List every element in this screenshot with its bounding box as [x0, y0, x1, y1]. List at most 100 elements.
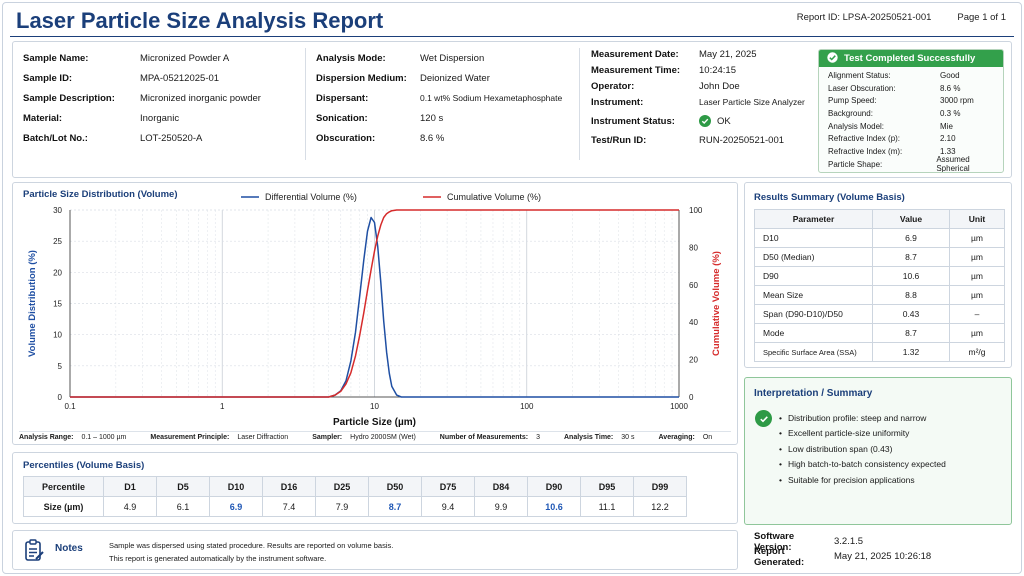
- interpretation-list: Distribution profile: steep and narrow E…: [779, 410, 946, 488]
- percentile-col-head: D95: [580, 476, 634, 497]
- result-unit: µm: [949, 247, 1005, 267]
- y-tick-label: 15: [53, 300, 62, 309]
- analysis-label: Dispersion Medium:: [316, 72, 407, 84]
- percentile-col-head: D84: [474, 476, 528, 497]
- check-circle-icon: [755, 410, 772, 427]
- result-param: Specific Surface Area (SSA): [754, 342, 873, 362]
- run-id-value: RUN-20250521-001: [699, 134, 785, 146]
- analysis-value: 0.1 wt% Sodium Hexametaphosphate: [420, 93, 563, 103]
- instrument-label: Instrument:: [591, 96, 644, 108]
- sample-row: Material: Inorganic: [23, 108, 261, 128]
- y-axis-title: Volume Distribution (%): [27, 250, 38, 357]
- meta-value: Hydro 2000SM (Wet): [350, 434, 416, 441]
- analysis-row: Analysis Mode: Wet Dispersion: [316, 48, 562, 68]
- result-unit: µm: [949, 228, 1005, 248]
- percentile-value: 6.9: [209, 496, 263, 517]
- interpretation-title: Interpretation / Summary: [754, 388, 873, 399]
- test-param-label: Analysis Model:: [828, 121, 885, 131]
- y-tick-label: 20: [53, 268, 62, 277]
- y2-tick-label: 60: [689, 281, 698, 290]
- test-param-row: Alignment Status: Good: [819, 69, 1003, 82]
- result-value: 0.43: [872, 304, 950, 324]
- x-axis-title: Particle Size (µm): [333, 417, 416, 428]
- x-tick-label: 0.1: [64, 402, 76, 411]
- sample-row: Sample ID: MPA-05212025-01: [23, 68, 261, 88]
- x-tick-label: 10: [370, 402, 379, 411]
- results-row: Specific Surface Area (SSA) 1.32 m²/g: [754, 342, 1005, 362]
- result-param: Mean Size: [754, 285, 873, 305]
- meta-value: 0.1 – 1000 µm: [81, 434, 127, 441]
- results-title: Results Summary (Volume Basis): [754, 192, 905, 203]
- result-param: Mode: [754, 323, 873, 343]
- test-param-row: Laser Obscuration: 8.6 %: [819, 82, 1003, 95]
- report-generated: May 21, 2025 10:26:18: [834, 551, 932, 562]
- report-header-meta: Report ID: LPSA-20250521-001 Page 1 of 1: [797, 12, 1006, 23]
- results-summary-panel: Results Summary (Volume Basis) Parameter…: [744, 182, 1012, 368]
- test-complete-title: Test Completed Successfully: [844, 53, 976, 64]
- measurement-row: Measurement Time: 10:24:15: [591, 62, 805, 78]
- results-table: Parameter Value Unit D10 6.9 µm D50 (Media…: [754, 209, 1005, 362]
- x-tick-label: 1: [220, 402, 225, 411]
- percentile-value: 10.6: [527, 496, 581, 517]
- chart-title: Particle Size Distribution (Volume): [23, 189, 178, 200]
- sample-label: Sample Name:: [23, 52, 89, 64]
- measurement-date: May 21, 2025: [699, 48, 757, 60]
- percentile-col-head: D1: [103, 476, 157, 497]
- test-param-label: Background:: [828, 108, 873, 118]
- meta-value: Laser Diffraction: [237, 434, 289, 441]
- x-tick-label: 100: [520, 402, 534, 411]
- measurement-column: Measurement Date: May 21, 2025 Measuremen…: [591, 46, 805, 148]
- interpretation-item: Distribution profile: steep and narrow: [779, 410, 946, 426]
- sample-value: Micronized inorganic powder: [140, 92, 261, 104]
- y-tick-label: 5: [58, 362, 63, 371]
- test-param-label: Refractive Index (m):: [828, 146, 903, 156]
- meta-value: 30 s: [621, 434, 635, 441]
- percentile-col-head: D5: [156, 476, 210, 497]
- meta-label: Averaging:: [658, 434, 695, 441]
- test-param-row: Refractive Index (m): 1.33: [819, 145, 1003, 158]
- meta-label: Analysis Time:: [563, 434, 614, 441]
- meta-value: 3: [536, 434, 540, 441]
- sample-label: Sample Description:: [23, 92, 115, 104]
- percentiles-table: Percentile D1 D5 D10 D16 D25 D50 D75 D84 D90 D95 D…: [23, 476, 687, 517]
- results-row: Span (D90-D10)/D50 0.43–: [754, 304, 1005, 324]
- measurement-row: Test/Run ID: RUN-20250521-001: [591, 132, 805, 148]
- meta-label: Sampler:: [312, 434, 343, 441]
- software-version-label: Software Version:: [754, 530, 795, 553]
- test-param-value: Good: [940, 70, 960, 80]
- test-param-value: 1.33: [940, 146, 956, 156]
- legend-label: Cumulative Volume (%): [447, 192, 541, 202]
- y-tick-label: 0: [58, 393, 63, 402]
- results-row: D50 (Median) 8.7 µm: [754, 247, 1005, 267]
- analysis-label: Sonication:: [316, 112, 368, 124]
- test-param-row: Particle Shape: Assumed Spherical: [819, 155, 1003, 172]
- y2-tick-label: 40: [689, 318, 698, 327]
- results-head: Value: [872, 209, 950, 229]
- test-param-label: Particle Shape:: [828, 159, 883, 169]
- percentiles-panel: Percentiles (Volume Basis) Percentile D1…: [12, 452, 738, 524]
- sample-value: MPA-05212025-01: [140, 72, 220, 84]
- interpretation-item: Suitable for precision applications: [779, 472, 946, 488]
- test-complete-box: Test Completed Successfully Alignment St…: [818, 49, 1004, 173]
- sample-value: LOT-250520-A: [140, 132, 203, 144]
- sample-label: Material:: [23, 112, 63, 124]
- analysis-value: Wet Dispersion: [420, 52, 485, 64]
- percentile-col-head: D99: [633, 476, 687, 497]
- test-param-value: 0.3 %: [940, 108, 961, 118]
- report-id: Report ID: LPSA-20250521-001: [796, 12, 932, 23]
- percentile-col-head: D50: [368, 476, 422, 497]
- software-version: 3.2.1.5: [834, 536, 864, 547]
- operator-value: John Doe: [699, 80, 740, 92]
- sample-value: Micronized Powder A: [140, 52, 230, 64]
- test-param-label: Alignment Status:: [828, 70, 891, 80]
- instrument-status-label: Instrument Status:: [591, 115, 675, 127]
- instrument-status: OK: [699, 115, 731, 127]
- result-param: D10: [754, 228, 873, 248]
- test-param-label: Laser Obscuration:: [828, 83, 896, 93]
- sample-row: Sample Name: Micronized Powder A: [23, 48, 261, 68]
- check-circle-icon: [827, 51, 838, 66]
- result-value: 1.32: [872, 342, 950, 362]
- notes-title: Notes: [55, 543, 83, 554]
- notes-text: Sample was dispersed using stated proced…: [109, 539, 393, 565]
